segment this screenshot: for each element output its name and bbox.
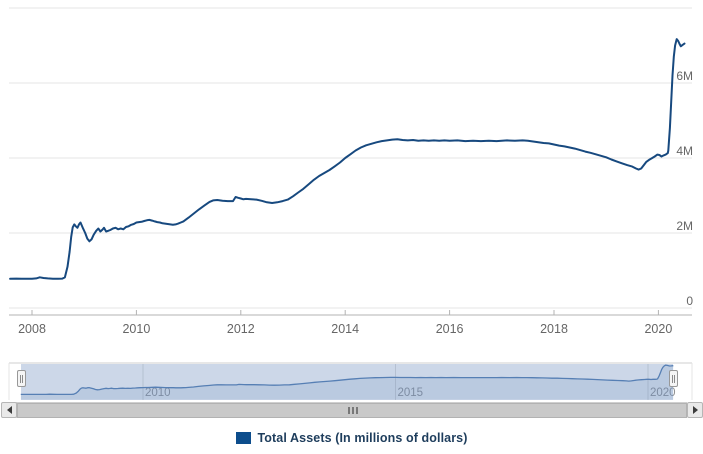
x-axis-label: 2020 bbox=[644, 322, 672, 336]
total-assets-series-line bbox=[9, 38, 686, 280]
scrollbar-right-button[interactable] bbox=[687, 402, 703, 418]
navigator-right-handle-icon[interactable] bbox=[669, 370, 678, 387]
navigator-axis-label: 2015 bbox=[398, 387, 424, 399]
y-axis-label: 6M bbox=[676, 69, 693, 83]
grip-rivets-icon bbox=[348, 407, 358, 414]
navigator-series-line bbox=[20, 364, 674, 396]
x-axis-label: 2018 bbox=[540, 322, 568, 336]
x-axis-label: 2008 bbox=[18, 322, 46, 336]
y-axis-label: 4M bbox=[676, 144, 693, 158]
y-axis-label: 0 bbox=[686, 294, 693, 308]
legend-swatch bbox=[235, 432, 251, 444]
navigator-axis-label: 2010 bbox=[145, 387, 171, 399]
navigator-selected-mask[interactable] bbox=[21, 364, 673, 400]
legend: Total Assets (In millions of dollars) bbox=[0, 431, 703, 445]
x-axis-label: 2012 bbox=[227, 322, 255, 336]
x-axis-label: 2014 bbox=[331, 322, 359, 336]
x-axis-label: 2010 bbox=[122, 322, 150, 336]
navigator-axis-label: 2020 bbox=[650, 387, 676, 399]
y-axis-label: 2M bbox=[676, 219, 693, 233]
navigator-left-handle-icon[interactable] bbox=[17, 370, 26, 387]
x-axis-label: 2016 bbox=[436, 322, 464, 336]
navigator-series-area bbox=[20, 365, 674, 400]
scrollbar-left-button[interactable] bbox=[1, 402, 17, 418]
legend-label: Total Assets (In millions of dollars) bbox=[257, 431, 468, 445]
legend-item-total-assets[interactable]: Total Assets (In millions of dollars) bbox=[235, 431, 468, 445]
plot-area[interactable] bbox=[9, 8, 692, 315]
scrollbar-thumb[interactable] bbox=[17, 403, 687, 418]
right-arrow-icon bbox=[692, 406, 698, 414]
left-arrow-icon bbox=[6, 406, 12, 414]
